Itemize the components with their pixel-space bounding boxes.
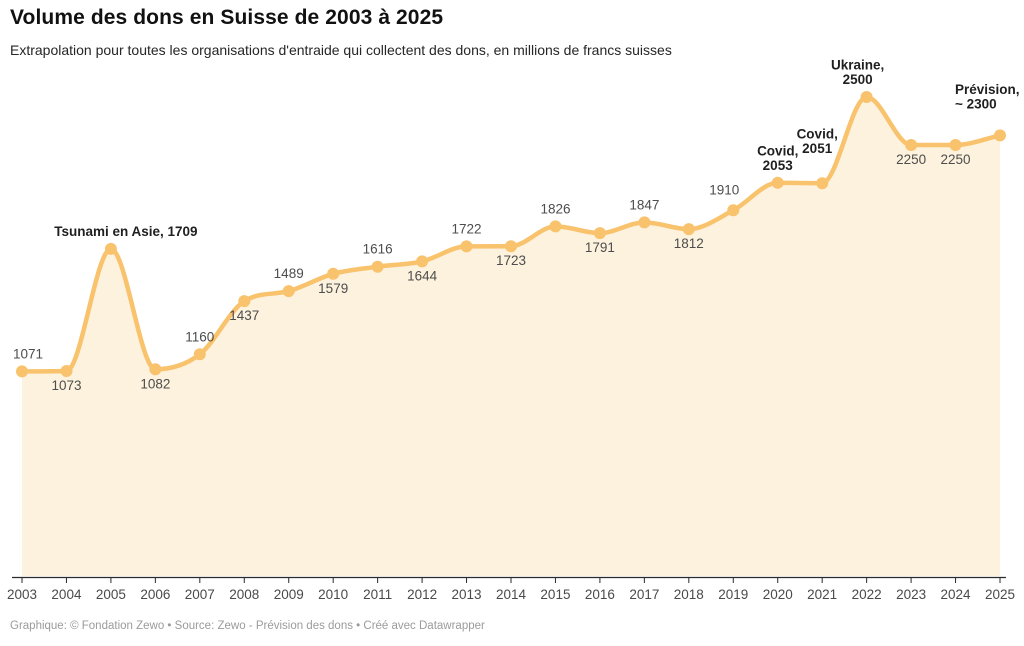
x-axis-year-label: 2011 (363, 587, 392, 602)
data-point-label: 1723 (496, 253, 526, 268)
x-axis-year-label: 2025 (985, 587, 1015, 602)
data-point-dot (638, 216, 651, 229)
data-point-label: 1073 (51, 378, 81, 393)
annotation-label: Tsunami en Asie, 1709 (54, 224, 197, 239)
x-axis-year-label: 2020 (763, 587, 793, 602)
data-point-label: 1160 (185, 329, 214, 344)
x-axis-year-label: 2006 (140, 587, 170, 602)
x-axis-year-label: 2009 (274, 587, 304, 602)
data-point-dot (727, 204, 740, 217)
x-axis-year-label: 2023 (896, 587, 926, 602)
x-axis-year-label: 2003 (7, 587, 37, 602)
data-point-label: 1071 (13, 346, 43, 361)
x-axis-year-label: 2024 (941, 587, 972, 602)
data-point-label: 1722 (451, 221, 481, 236)
x-axis-year-label: 2019 (718, 587, 748, 602)
x-axis-year-label: 2012 (407, 587, 437, 602)
x-axis-year-label: 2005 (96, 587, 126, 602)
annotation-label: Ukraine, (831, 58, 884, 73)
chart-footer: Graphique: © Fondation Zewo • Source: Ze… (10, 620, 485, 632)
data-point-label: 1791 (585, 240, 615, 255)
data-point-dot (905, 139, 918, 151)
data-point-label: 1579 (318, 281, 348, 296)
data-point-dot (460, 240, 473, 253)
data-point-label: 1489 (274, 266, 304, 281)
x-axis-year-label: 2016 (585, 587, 615, 602)
x-axis-year-label: 2007 (185, 587, 215, 602)
x-axis-year-label: 2018 (674, 587, 704, 602)
data-point-dot (505, 240, 517, 253)
data-point-dot (238, 295, 251, 308)
data-point-dot (16, 365, 28, 378)
chart-subtitle: Extrapolation pour toutes les organisati… (10, 42, 672, 58)
data-point-dot (149, 363, 162, 376)
data-point-dot (416, 255, 429, 268)
x-axis-year-label: 2013 (452, 587, 482, 602)
annotation-label: Covid, (757, 143, 798, 158)
data-point-label: 1812 (674, 236, 704, 251)
x-axis-year-label: 2004 (51, 587, 82, 602)
data-point-dot (682, 223, 695, 236)
annotation-label: Covid, (797, 127, 838, 142)
x-axis-year-label: 2017 (629, 587, 659, 602)
data-point-label: 1437 (229, 308, 259, 323)
chart-title: Volume des dons en Suisse de 2003 à 2025 (10, 6, 444, 29)
data-point-label: 1826 (540, 201, 570, 216)
annotation-label: ~ 2300 (955, 96, 997, 111)
annotation-label: 2051 (802, 141, 833, 156)
data-point-dot (860, 91, 873, 103)
annotation-label: 2500 (843, 72, 873, 87)
data-point-label: 1082 (140, 376, 170, 391)
data-point-dot (549, 220, 562, 233)
data-point-dot (593, 227, 606, 240)
data-point-dot (327, 267, 340, 280)
data-point-dot (282, 285, 295, 298)
data-point-label: 2250 (896, 152, 926, 167)
data-point-label: 1847 (629, 197, 659, 212)
data-point-label: 1644 (407, 268, 438, 283)
data-point-label: 2250 (940, 152, 970, 167)
x-axis-year-label: 2021 (807, 587, 837, 602)
data-point-dot (816, 177, 829, 190)
x-axis-year-label: 2022 (852, 587, 882, 602)
data-point-dot (104, 242, 117, 255)
data-point-label: 1910 (709, 182, 739, 197)
data-point-dot (771, 176, 784, 189)
data-point-dot (949, 139, 962, 151)
data-point-dot (193, 348, 206, 361)
x-axis-year-label: 2014 (496, 587, 527, 602)
data-point-dot (371, 260, 384, 273)
data-point-label: 1616 (363, 242, 393, 257)
data-point-dot (994, 129, 1006, 142)
annotation-label: Prévision, (955, 82, 1020, 97)
x-axis-year-label: 2010 (318, 587, 348, 602)
x-axis-year-label: 2008 (229, 587, 259, 602)
x-axis-year-label: 2015 (540, 587, 570, 602)
area-fill (22, 97, 1000, 576)
annotation-label: 2053 (763, 158, 794, 173)
data-point-dot (60, 365, 73, 377)
